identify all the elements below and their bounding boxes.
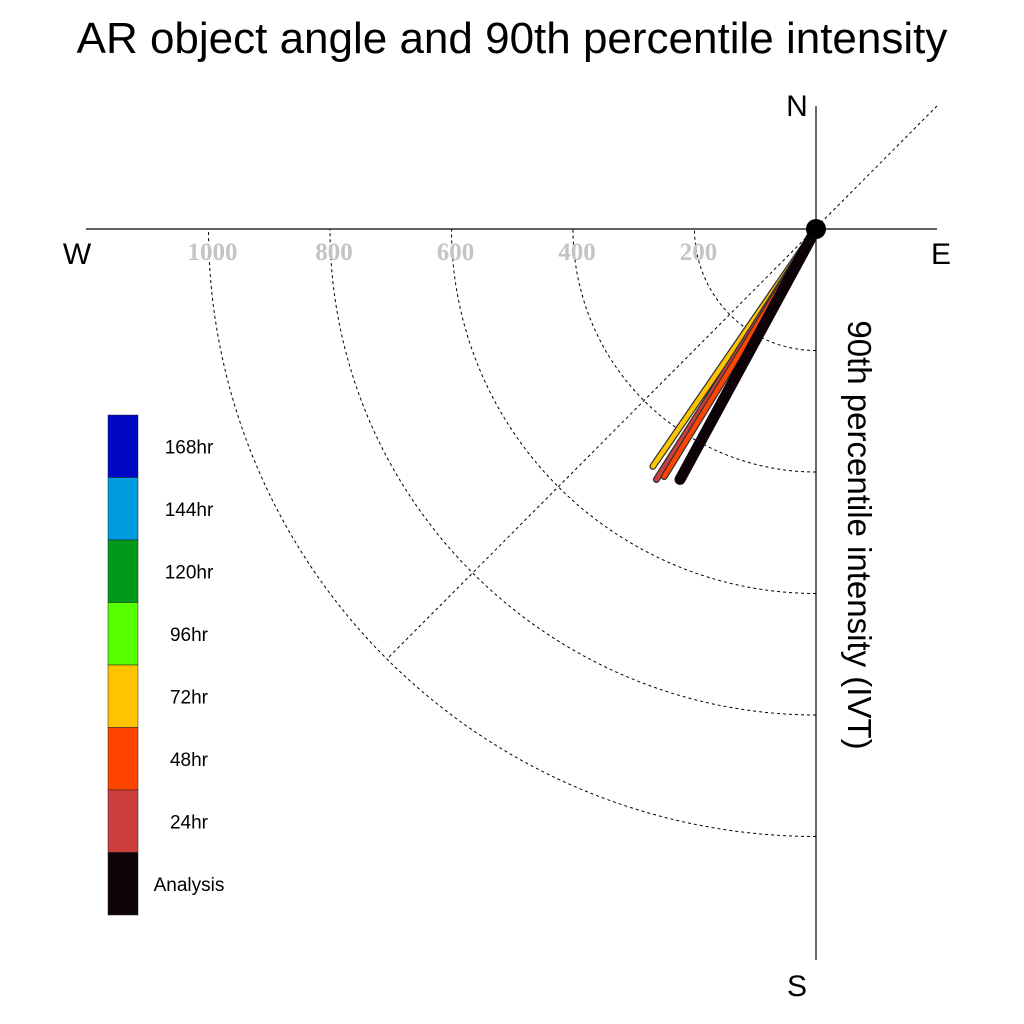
ring-400 <box>572 228 817 473</box>
legend-swatch-120hr <box>107 539 139 603</box>
intensity-rings <box>208 228 817 837</box>
tick-label-800: 800 <box>315 239 353 266</box>
ring-200 <box>694 228 817 351</box>
legend-label-48hr: 48hr <box>170 750 209 771</box>
tick-label-600: 600 <box>437 239 475 266</box>
radial-axis-label: 90th percentile intensity (IVT) <box>841 320 878 749</box>
legend-label-72hr: 72hr <box>170 687 209 708</box>
legend-swatch-168hr <box>107 414 139 478</box>
tick-label-400: 400 <box>558 239 596 266</box>
legend-swatch-96hr <box>107 602 139 666</box>
legend-label-168hr: 168hr <box>165 437 214 458</box>
legend-swatch-144hr <box>107 477 139 541</box>
legend-label-96hr: 96hr <box>170 625 209 646</box>
vector-analysis <box>674 223 822 485</box>
legend-label-120hr: 120hr <box>165 562 214 583</box>
legend-label-24hr: 24hr <box>170 812 209 833</box>
ring-800 <box>329 228 817 716</box>
tick-label-1000: 1000 <box>188 239 238 266</box>
diagonal-reference-line <box>387 105 938 659</box>
legend-swatch-24hr <box>107 789 139 853</box>
legend-label-144hr: 144hr <box>165 500 214 521</box>
legend: 168hr 144hr 120hr 96hr 72hr 48hr 24hr Analysis <box>107 414 225 916</box>
legend-swatch-72hr <box>107 664 139 728</box>
ring-1000 <box>208 228 817 837</box>
legend-swatch-48hr <box>107 727 139 791</box>
chart-title: AR object angle and 90th percentile inte… <box>76 14 948 63</box>
vector-series <box>649 223 822 485</box>
tick-label-200: 200 <box>680 239 718 266</box>
compass-west: W <box>63 238 92 271</box>
legend-swatch-analysis <box>107 852 139 916</box>
compass-south: S <box>787 970 807 1003</box>
origin-marker <box>806 219 826 239</box>
compass-north: N <box>786 90 808 123</box>
radial-tick-labels: 200 400 600 800 1000 <box>188 239 718 266</box>
ring-600 <box>451 228 817 594</box>
compass-east: E <box>931 238 951 271</box>
legend-label-analysis: Analysis <box>154 875 225 896</box>
